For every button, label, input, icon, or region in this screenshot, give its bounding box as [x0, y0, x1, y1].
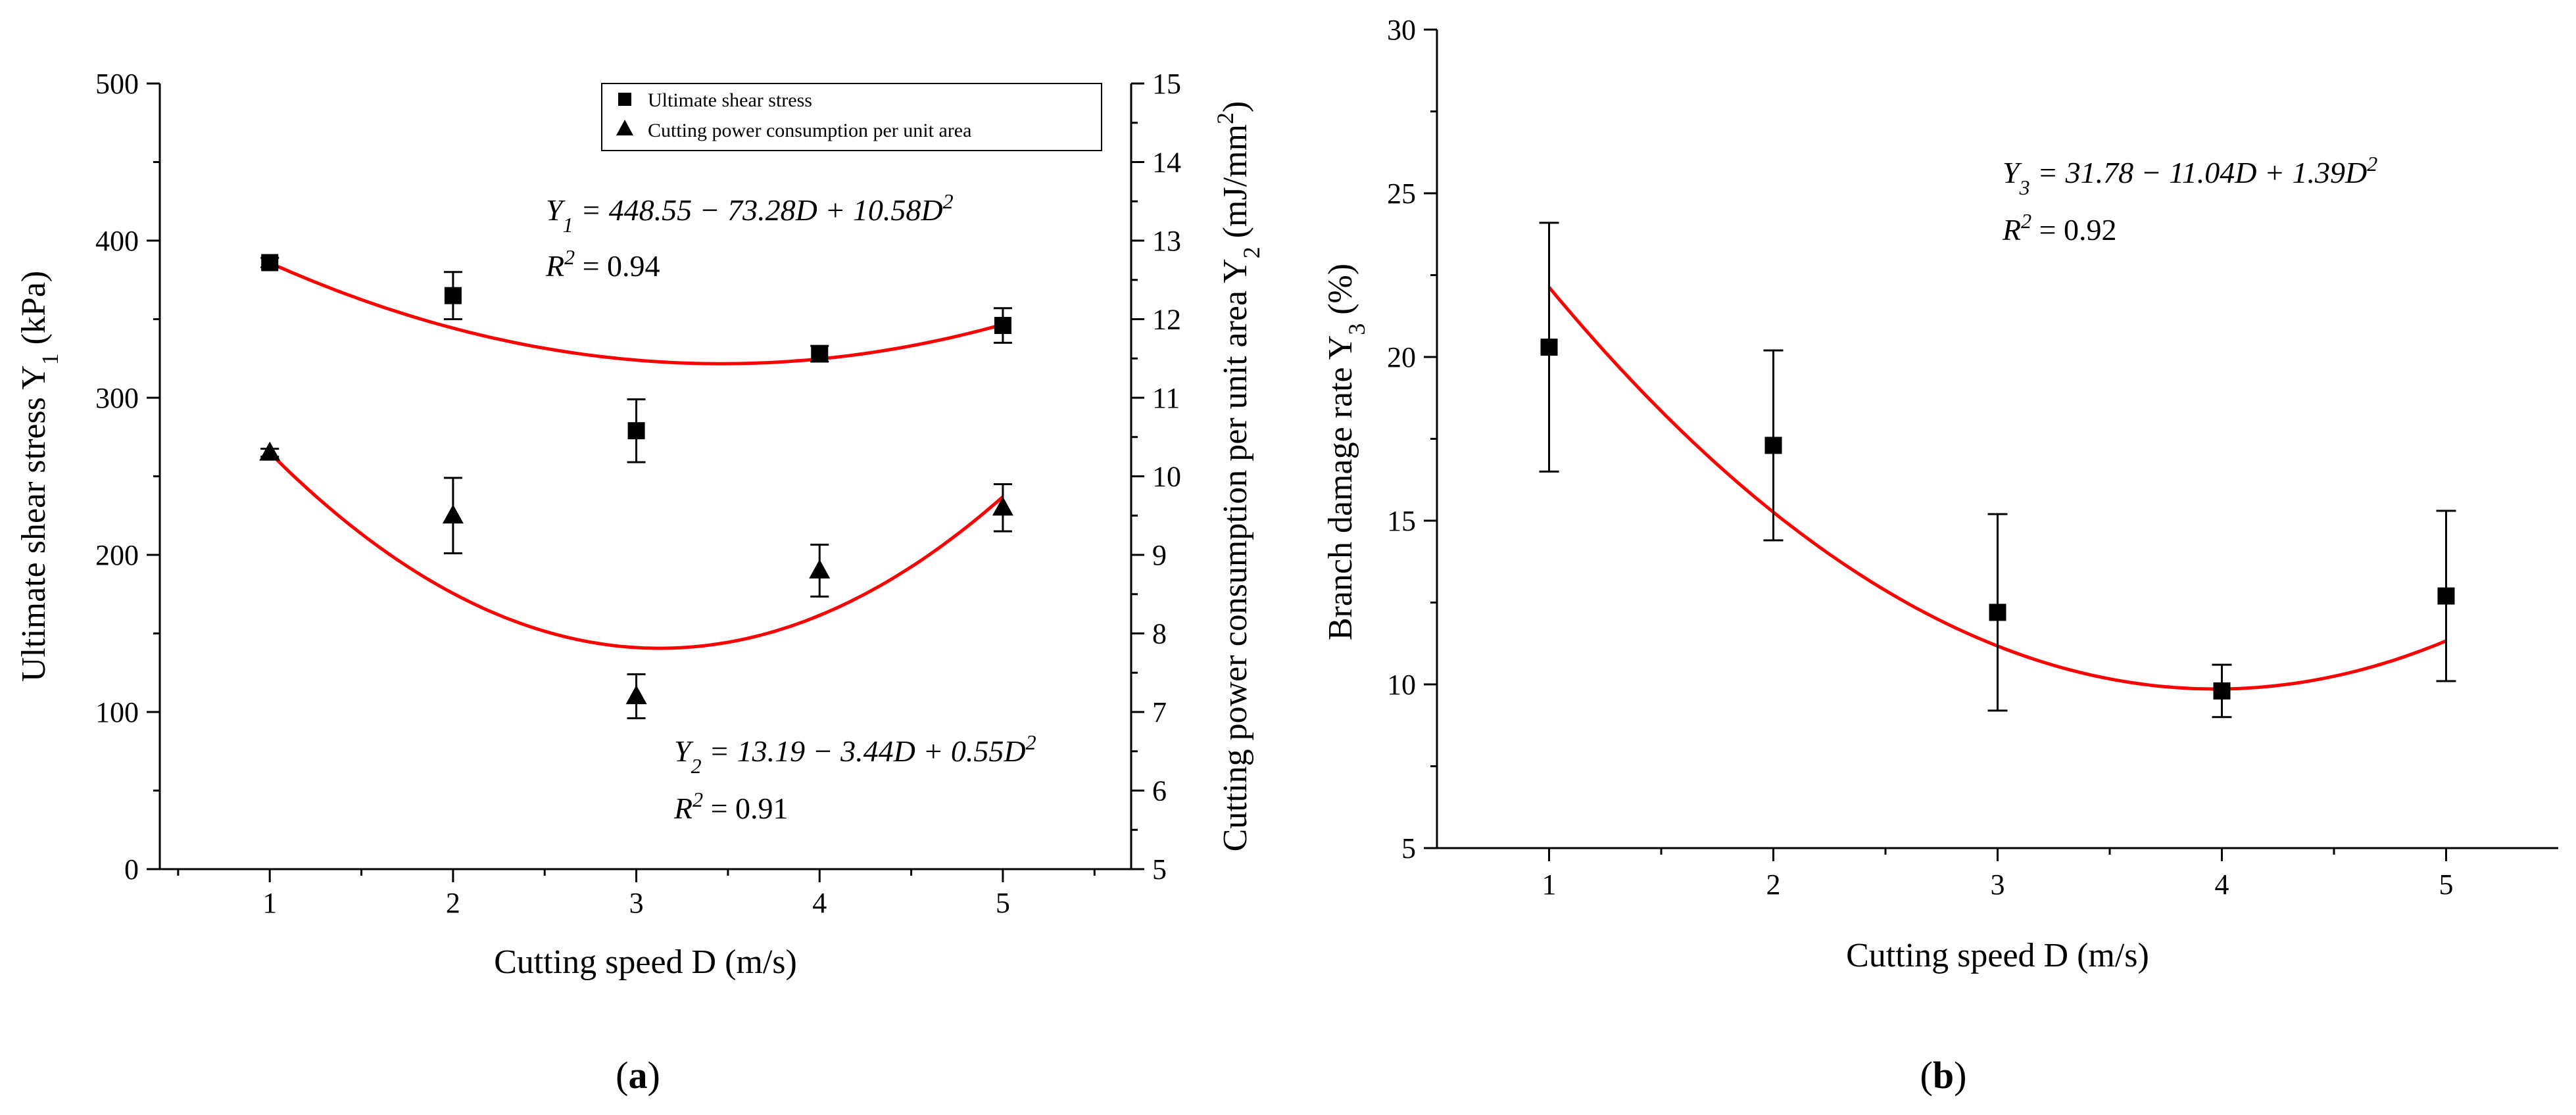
data-point-square — [2437, 587, 2455, 605]
legend-marker-square — [618, 93, 631, 106]
data-point-square — [1989, 604, 2006, 621]
data-point-square — [444, 287, 462, 304]
y-tick-label: 25 — [1387, 178, 1416, 210]
legend: Ultimate shear stress Cutting power consu… — [601, 83, 1102, 151]
r-squared-2: R2 = 0.91 — [673, 788, 789, 825]
legend-entry-1: Ultimate shear stress — [648, 89, 812, 111]
data-point-triangle — [992, 496, 1013, 516]
y2-tick-label: 7 — [1152, 696, 1167, 728]
x-tick-label: 5 — [996, 887, 1010, 919]
fit-curve-2 — [268, 451, 1004, 650]
y2-tick-label: 14 — [1152, 147, 1181, 179]
y-tick-label: 200 — [95, 539, 139, 571]
x-tick-label: 4 — [812, 887, 827, 919]
x-tick-label: 5 — [2439, 868, 2454, 901]
y2-tick-label: 5 — [1152, 853, 1167, 886]
y-tick-label: 100 — [95, 696, 139, 728]
x-tick-label: 3 — [1991, 868, 2005, 901]
r-squared-3: R2 = 0.92 — [2002, 209, 2117, 247]
legend-marker-triangle — [616, 120, 633, 135]
data-point-square — [1764, 437, 1782, 454]
r-squared-1: R2 = 0.94 — [545, 245, 660, 283]
fit-equation-3: Y3 = 31.78 − 11.04D + 1.39D2 — [2003, 152, 2377, 199]
x-axis-title: Cutting speed D (m/s) — [1846, 937, 2149, 974]
x-tick-label: 4 — [2215, 868, 2229, 901]
data-point-triangle — [259, 441, 281, 461]
y-tick-label: 400 — [95, 225, 139, 257]
y2-tick-label: 10 — [1152, 461, 1181, 493]
y-tick-label: 500 — [95, 68, 139, 100]
x-tick-label: 1 — [1542, 868, 1557, 901]
x-axis-title: Cutting speed D (m/s) — [494, 943, 797, 981]
x-tick-label: 3 — [629, 887, 644, 919]
data-point-square — [1540, 339, 1558, 356]
fit-equation-2: Y2 = 13.19 − 3.44D + 0.55D2 — [674, 730, 1036, 778]
y-axis-title: Branch damage rate Y3 (%) — [1322, 264, 1370, 640]
x-tick-label: 2 — [1766, 868, 1781, 901]
y-axis-title: Ultimate shear stress Y1 (kPa) — [15, 271, 63, 682]
y-tick-label: 20 — [1387, 341, 1416, 373]
y-tick-label: 300 — [95, 382, 139, 414]
data-point-square — [811, 345, 829, 363]
y-tick-label: 30 — [1387, 14, 1416, 46]
x-tick-label: 1 — [262, 887, 277, 919]
legend-entry-2: Cutting power consumption per unit area — [648, 120, 971, 141]
fit-curve-1 — [269, 261, 1004, 366]
y2-tick-label: 13 — [1152, 225, 1181, 257]
x-tick-label: 2 — [446, 887, 460, 919]
y-tick-label: 15 — [1387, 505, 1416, 537]
data-point-triangle — [625, 685, 647, 705]
data-point-square — [261, 254, 279, 272]
y-tick-label: 5 — [1401, 832, 1416, 865]
y2-tick-label: 12 — [1152, 304, 1181, 336]
y2-tick-label: 8 — [1152, 618, 1167, 650]
data-point-triangle — [442, 504, 464, 524]
data-point-square — [994, 317, 1011, 335]
panel-label-a: (a) — [616, 1054, 660, 1097]
panel-b: 5 10 15 20 25 30 1 2 3 4 5 Cutting speed D (m/s) Bra… — [1322, 14, 2558, 1097]
data-point-square — [2213, 682, 2231, 700]
y-tick-label: 0 — [124, 853, 139, 886]
y2-tick-label: 15 — [1152, 68, 1181, 100]
y2-tick-label: 9 — [1152, 539, 1167, 571]
data-point-triangle — [809, 559, 831, 579]
y2-axis-title: Cutting power consumption per unit area … — [1212, 101, 1265, 852]
y2-tick-label: 11 — [1152, 382, 1180, 414]
y-tick-label: 10 — [1387, 669, 1416, 701]
y2-tick-label: 6 — [1152, 775, 1167, 807]
panel-label-b: (b) — [1920, 1054, 1967, 1097]
fit-equation-1: Y1 = 448.55 − 73.28D + 10.58D2 — [546, 189, 954, 237]
legend-box — [601, 83, 1102, 151]
data-point-square — [627, 422, 645, 440]
